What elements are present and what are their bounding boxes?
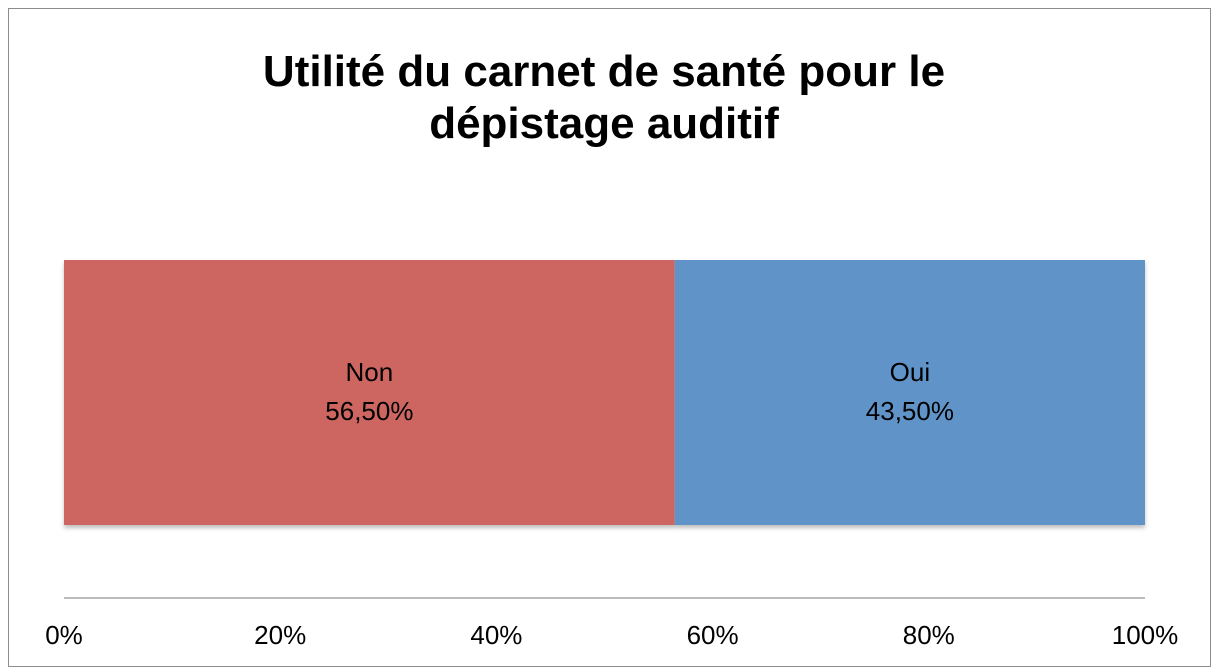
x-tick-label: 20% <box>254 620 306 650</box>
chart-title: Utilité du carnet de santé pour le dépis… <box>262 47 946 148</box>
segment-name: Oui <box>890 357 930 387</box>
x-tick-label: 80% <box>903 620 955 650</box>
x-tick-label: 100% <box>1112 620 1179 650</box>
bar-segment <box>64 260 675 525</box>
data-label: 43,50% <box>866 396 954 426</box>
data-label: 56,50% <box>325 396 413 426</box>
bar-segment <box>674 260 1145 525</box>
bar-group <box>64 260 1145 525</box>
segment-name: Non <box>346 357 394 387</box>
chart-border <box>8 8 1211 667</box>
x-tick-label: 60% <box>687 620 739 650</box>
x-tick-label: 40% <box>470 620 522 650</box>
x-tick-label: 0% <box>45 620 83 650</box>
